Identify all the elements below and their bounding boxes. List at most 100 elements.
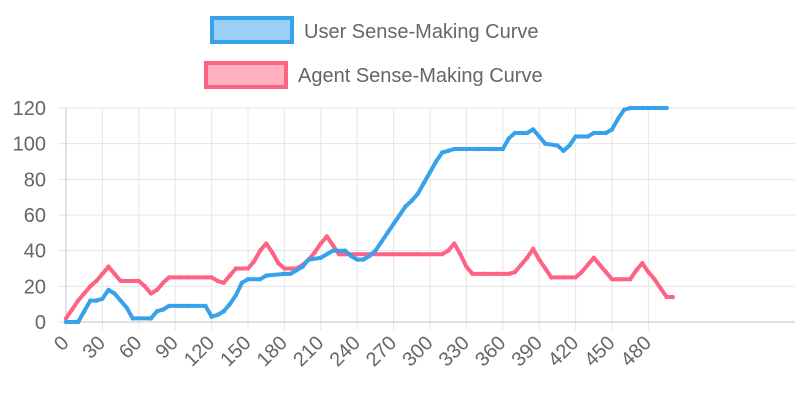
data-point [227,301,232,307]
x-tick-label: 210 [289,332,328,371]
data-point [391,221,396,227]
data-point [464,264,469,269]
data-point [512,130,518,136]
data-point [664,294,669,300]
data-point [245,277,251,282]
data-point [330,243,336,248]
data-point [294,268,299,273]
data-point [63,316,69,321]
data-point [203,275,208,280]
data-point [439,150,445,155]
x-tick-label: 180 [253,332,292,371]
data-point [100,271,105,277]
data-point [427,170,433,175]
x-tick-label: 420 [544,332,583,371]
data-point [324,234,330,239]
data-point [446,148,451,153]
legend-swatch [210,16,294,44]
x-tick-label: 60 [115,332,146,363]
data-point [397,212,402,218]
data-point [94,298,99,303]
y-tick-label: 0 [35,312,46,334]
data-point [88,284,93,289]
data-point [615,277,621,282]
data-point [361,257,366,262]
legend-label: Agent Sense-Making Curve [298,65,543,87]
data-point [549,275,554,280]
data-point [452,241,457,246]
data-point [130,278,135,284]
legend: User Sense-Making Curve Agent Sense-Makin… [204,16,543,89]
data-point [288,271,293,277]
data-point [670,294,675,300]
data-point [567,143,572,148]
series-line [64,234,675,321]
data-point [348,253,354,259]
data-point [63,319,69,325]
data-point [221,280,226,285]
data-point [318,255,323,260]
data-point [367,253,372,259]
data-point [270,250,275,255]
x-tick-label: 150 [216,332,255,371]
data-point [130,316,135,321]
data-point [561,275,566,280]
x-tick-label: 390 [508,332,547,371]
data-point [646,269,651,275]
data-point [221,309,226,314]
data-point [609,277,615,282]
data-point [185,303,190,309]
x-tick-label: 300 [398,332,437,371]
data-point [585,262,590,268]
data-point [324,252,330,257]
data-point [136,278,141,284]
data-point [543,266,548,271]
data-point [458,252,463,257]
data-point [537,257,542,262]
data-point [573,134,578,139]
data-point [476,146,481,152]
data-point [312,250,317,255]
data-point [179,275,184,280]
data-point [494,146,499,152]
data-point [652,105,657,111]
data-point [227,273,232,278]
data-point [591,130,596,136]
data-point [264,273,269,278]
data-point [124,305,129,310]
data-point [591,255,596,260]
data-point [82,291,87,296]
data-point [628,277,633,282]
data-point [537,134,542,139]
data-point [203,303,208,309]
x-tick-label: 330 [435,332,474,371]
data-point [355,252,360,257]
data-point [233,266,239,271]
data-point [148,291,154,296]
y-tick-label: 120 [13,98,46,120]
data-point [355,257,360,262]
x-tick-label: 270 [362,332,401,371]
y-tick-label: 80 [24,169,46,191]
data-point [573,275,578,280]
data-point [518,262,524,268]
data-point [118,278,123,284]
data-point [439,252,445,257]
data-point [415,252,421,257]
data-point [318,241,323,246]
data-point [500,146,505,152]
data-point [75,298,81,303]
data-point [330,248,336,253]
data-point [257,277,263,282]
data-point [215,278,220,284]
data-point [603,130,609,136]
data-point [154,309,160,314]
data-point [209,275,214,280]
data-point [373,248,378,253]
x-tick-label: 90 [151,332,182,363]
data-point [166,303,172,309]
x-tick-label: 120 [180,332,219,371]
data-point [160,307,166,312]
data-point [239,280,245,285]
